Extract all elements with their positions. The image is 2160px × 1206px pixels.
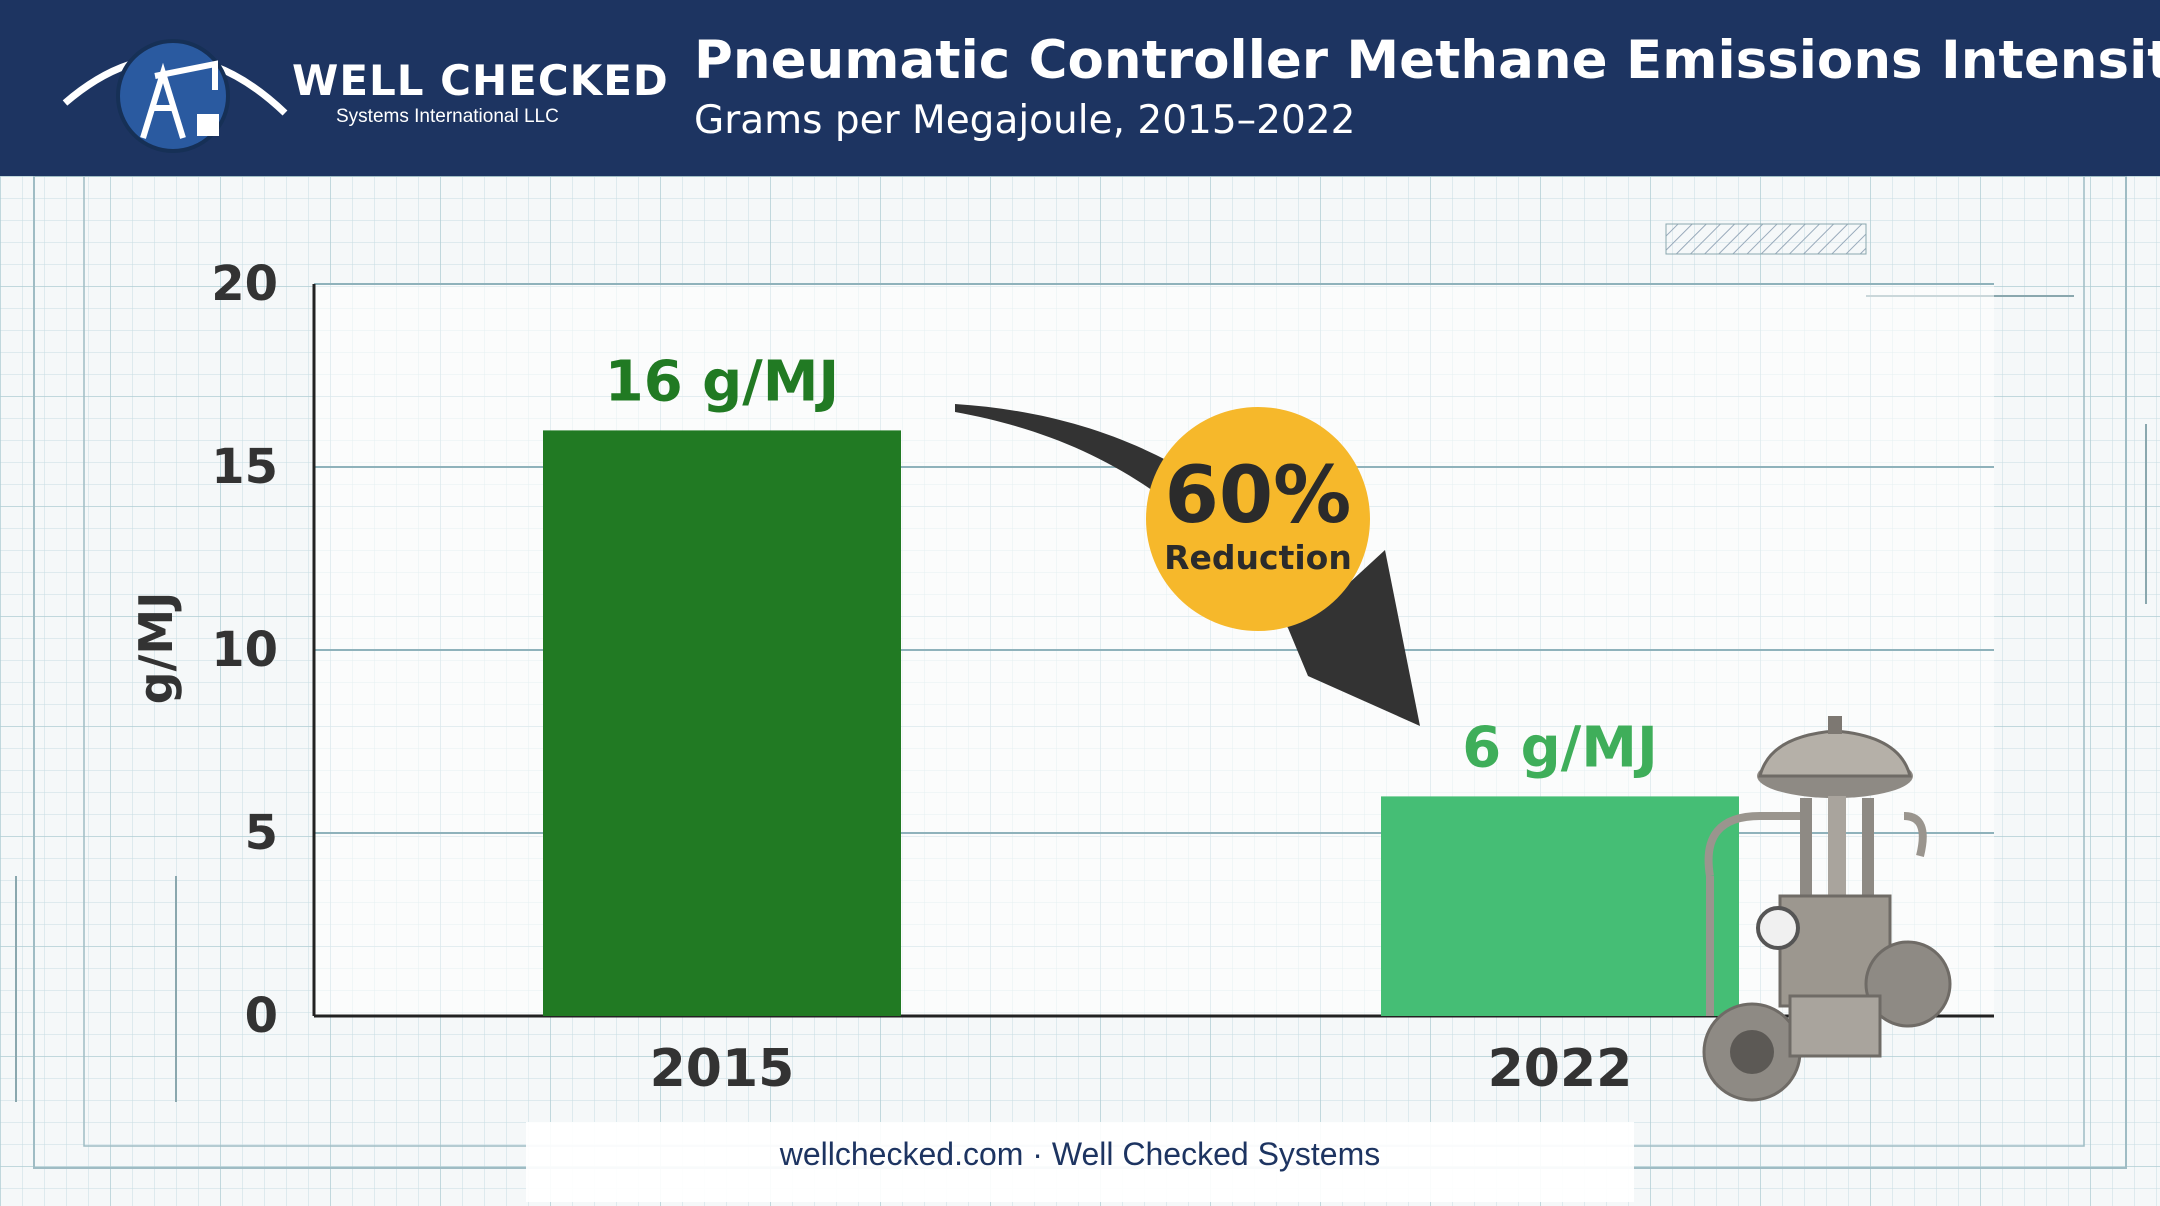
y-tick-label: 15	[211, 439, 278, 495]
x-tick-label: 2022	[1488, 1039, 1633, 1099]
logo-name: WELL CHECKED	[292, 56, 669, 105]
data-label-2022: 6 g/MJ	[1462, 715, 1658, 780]
y-tick-label: 10	[211, 622, 278, 678]
control-valve-icon	[1702, 716, 1952, 1102]
data-label-2015: 16 g/MJ	[605, 349, 840, 414]
header-banner: WELL CHECKED Systems International LLC P…	[0, 0, 2160, 176]
logo-subtitle: Systems International LLC	[336, 106, 559, 127]
x-tick-label: 2015	[650, 1039, 795, 1099]
blueprint-hatch	[1665, 223, 1867, 255]
logo-icon	[62, 39, 288, 153]
bar-2015	[543, 430, 901, 1016]
y-tick-label: 0	[245, 988, 278, 1044]
page-subtitle: Grams per Megajoule, 2015–2022	[694, 98, 1356, 143]
reduction-arrow-icon	[955, 404, 1420, 726]
reduction-badge-label: Reduction	[1164, 538, 1352, 577]
reduction-badge-value: 60%	[1165, 451, 1352, 541]
reduction-badge	[1146, 407, 1370, 631]
footer-box	[526, 1122, 1634, 1202]
chart-area: 0 5 10 15 20 g/MJ 16 g/MJ 2015 6 g/MJ 2022 60%Redu…	[0, 176, 2160, 1206]
page-title: Pneumatic Controller Methane Emissions I…	[694, 30, 2160, 91]
y-tick-label: 5	[245, 805, 278, 861]
bar-2022	[1381, 796, 1739, 1016]
y-axis-label: g/MJ	[129, 592, 183, 705]
y-tick-label: 20	[211, 256, 278, 312]
plot-group: 0 5 10 15 20 g/MJ 16 g/MJ 2015 6 g/MJ 2022 60%Redu…	[129, 256, 1994, 1102]
footer-text[interactable]: wellchecked.com · Well Checked Systems	[779, 1136, 1381, 1172]
